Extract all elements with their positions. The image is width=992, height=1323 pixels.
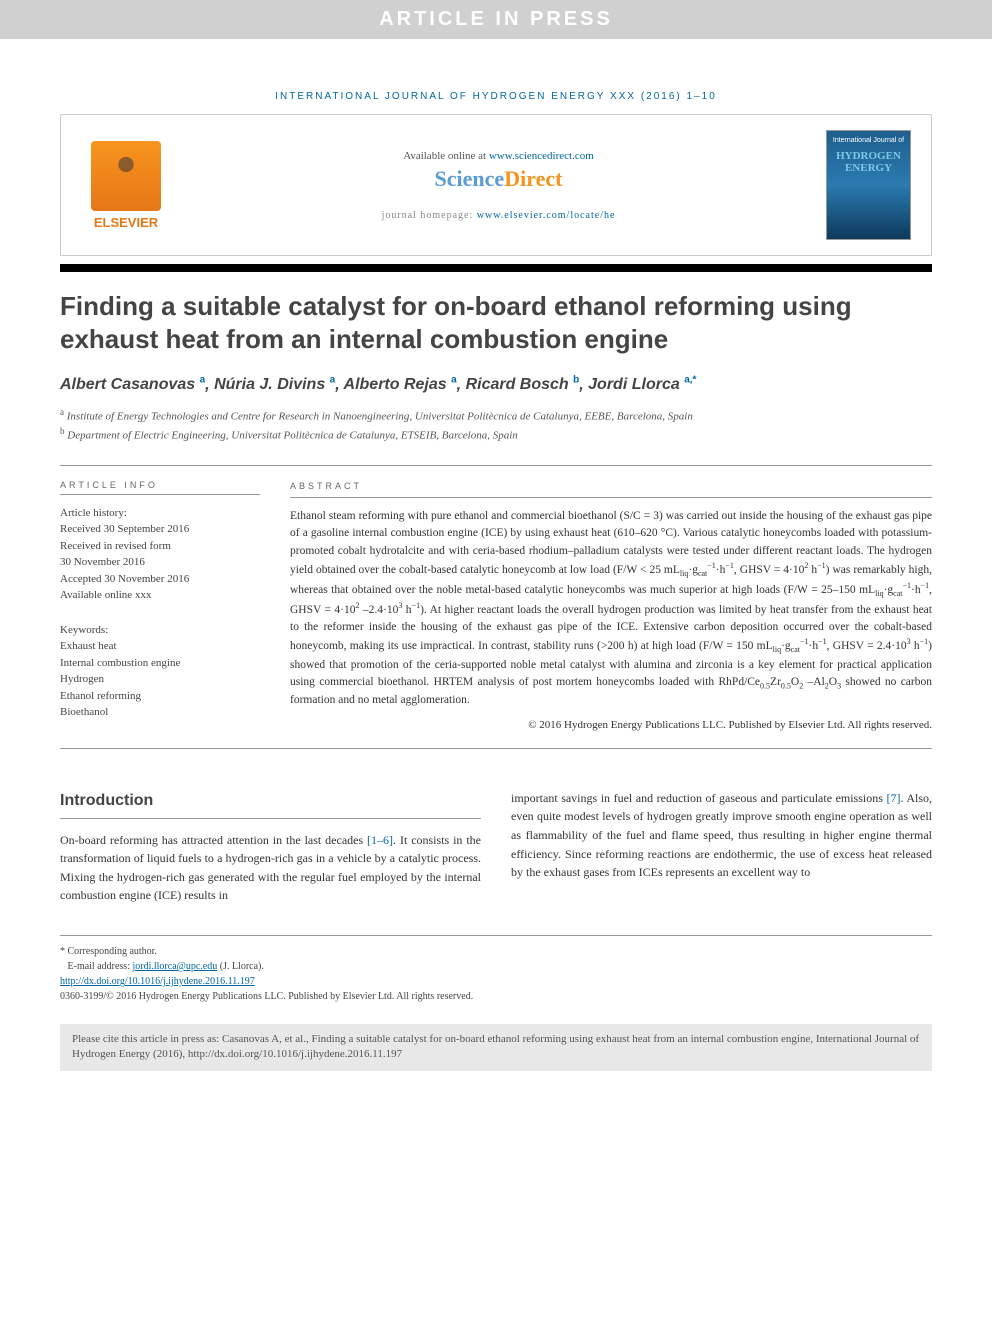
author: Núria J. Divins a: [214, 376, 335, 393]
elsevier-logo[interactable]: ELSEVIER: [81, 141, 171, 230]
email-link[interactable]: jordi.llorca@upc.edu: [132, 961, 217, 972]
email-label: E-mail address:: [68, 961, 133, 972]
keyword: Internal combustion engine: [60, 655, 260, 672]
authors-list: Albert Casanovas a, Núria J. Divins a, A…: [60, 375, 932, 394]
doi-link[interactable]: http://dx.doi.org/10.1016/j.ijhydene.201…: [60, 976, 255, 987]
copyright: © 2016 Hydrogen Energy Publications LLC.…: [290, 717, 932, 734]
elsevier-text: ELSEVIER: [81, 215, 171, 230]
abstract-text: Ethanol steam reforming with pure ethano…: [290, 508, 932, 709]
keyword: Exhaust heat: [60, 638, 260, 655]
sd-science: Science: [435, 166, 505, 191]
affiliation: a Institute of Energy Technologies and C…: [60, 406, 932, 425]
history-label: Article history:: [60, 505, 260, 522]
affiliation: b Department of Electric Engineering, Un…: [60, 425, 932, 444]
author: Alberto Rejas a: [344, 376, 457, 393]
cover-main2: ENERGY: [827, 162, 910, 174]
history-item: 30 November 2016: [60, 554, 260, 571]
keywords-label: Keywords:: [60, 622, 260, 639]
history-item: Received in revised form: [60, 538, 260, 555]
keyword: Bioethanol: [60, 704, 260, 721]
body-right-column: important savings in fuel and reduction …: [511, 789, 932, 905]
journal-reference: INTERNATIONAL JOURNAL OF HYDROGEN ENERGY…: [60, 79, 932, 114]
corresponding-author: * Corresponding author.: [60, 944, 932, 959]
sd-direct: Direct: [504, 166, 562, 191]
sciencedirect-link[interactable]: www.sciencedirect.com: [489, 150, 594, 162]
cover-main1: HYDROGEN: [827, 150, 910, 162]
email-author: (J. Llorca).: [217, 961, 264, 972]
history-item: Accepted 30 November 2016: [60, 571, 260, 588]
keywords-block: Keywords: Exhaust heatInternal combustio…: [60, 622, 260, 721]
email-line: E-mail address: jordi.llorca@upc.edu (J.…: [60, 959, 932, 974]
history-item: Received 30 September 2016: [60, 521, 260, 538]
article-info-heading: ARTICLE INFO: [60, 480, 260, 495]
homepage-link[interactable]: www.elsevier.com/locate/he: [477, 210, 616, 221]
affiliations: a Institute of Energy Technologies and C…: [60, 406, 932, 444]
intro-heading: Introduction: [60, 789, 481, 819]
header-center: Available online at www.sciencedirect.co…: [171, 150, 826, 221]
cover-top: International Journal of: [827, 131, 910, 150]
body-section: Introduction On-board reforming has attr…: [60, 789, 932, 905]
article-info-column: ARTICLE INFO Article history: Received 3…: [60, 480, 260, 734]
intro-para-2: important savings in fuel and reduction …: [511, 789, 932, 882]
homepage-label: journal homepage:: [382, 210, 477, 221]
sciencedirect-logo[interactable]: ScienceDirect: [171, 166, 826, 192]
available-label: Available online at: [403, 150, 489, 162]
available-online: Available online at www.sciencedirect.co…: [171, 150, 826, 162]
divider-bar: [60, 264, 932, 272]
header-block: ELSEVIER Available online at www.science…: [60, 114, 932, 256]
issn-copyright: 0360-3199/© 2016 Hydrogen Energy Publica…: [60, 989, 932, 1004]
press-banner: ARTICLE IN PRESS: [0, 0, 992, 39]
body-left-column: Introduction On-board reforming has attr…: [60, 789, 481, 905]
journal-cover[interactable]: International Journal of HYDROGEN ENERGY: [826, 130, 911, 240]
article-title: Finding a suitable catalyst for on-board…: [60, 290, 932, 355]
author: Jordi Llorca a,*: [588, 376, 696, 393]
abstract-column: ABSTRACT Ethanol steam reforming with pu…: [290, 480, 932, 734]
author: Albert Casanovas a: [60, 376, 205, 393]
author: Ricard Bosch b: [466, 376, 580, 393]
keyword: Ethanol reforming: [60, 688, 260, 705]
intro-para-1: On-board reforming has attracted attenti…: [60, 831, 481, 905]
keyword: Hydrogen: [60, 671, 260, 688]
elsevier-tree-icon: [91, 141, 161, 211]
homepage: journal homepage: www.elsevier.com/locat…: [171, 210, 826, 221]
history-item: Available online xxx: [60, 587, 260, 604]
footer-refs: * Corresponding author. E-mail address: …: [60, 935, 932, 1004]
info-abstract-section: ARTICLE INFO Article history: Received 3…: [60, 465, 932, 749]
abstract-heading: ABSTRACT: [290, 480, 932, 499]
citation-box: Please cite this article in press as: Ca…: [60, 1024, 932, 1071]
